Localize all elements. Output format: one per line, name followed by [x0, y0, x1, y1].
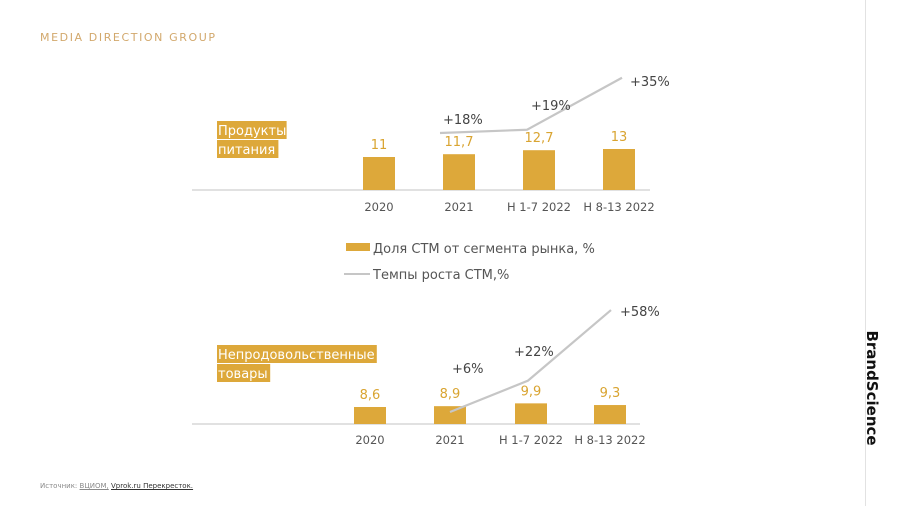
bar [443, 154, 475, 190]
growth-rate-label: +58% [620, 305, 660, 320]
growth-rate-label: +18% [443, 113, 483, 128]
bar [523, 150, 555, 190]
segment-label: Продукты [218, 124, 286, 139]
bar [594, 405, 626, 424]
legend-line-label: Темпы роста СТМ,% [372, 268, 509, 283]
bar-value-label: 12,7 [525, 131, 554, 146]
bar [515, 403, 547, 424]
segment-label: товары [218, 367, 268, 382]
category-tick-label: 2020 [355, 433, 384, 447]
category-tick-label: Н 8-13 2022 [583, 200, 654, 214]
growth-rate-label: +22% [514, 345, 554, 360]
growth-rate-label: +35% [630, 75, 670, 90]
category-tick-label: 2021 [444, 200, 473, 214]
bar [603, 149, 635, 190]
brand-header: MEDIA DIRECTION GROUP [40, 31, 217, 44]
source-prefix: Источник: [40, 482, 78, 490]
side-divider [865, 0, 866, 506]
growth-line [449, 309, 612, 414]
category-tick-label: 2021 [435, 433, 464, 447]
source-link-vciom[interactable]: ВЦИОМ, [79, 482, 109, 490]
segment-label: питания [218, 143, 275, 158]
growth-line [439, 76, 623, 135]
bar [354, 407, 386, 424]
category-tick-label: 2020 [364, 200, 393, 214]
bar-value-label: 11 [371, 138, 388, 153]
bar-value-label: 8,6 [360, 388, 381, 403]
bar-value-label: 9,9 [521, 384, 542, 399]
legend: Доля СТМ от сегмента рынка, % Темпы рост… [344, 242, 595, 283]
source-note: Источник: ВЦИОМ, Vprok.ru Перекресток. [40, 482, 193, 490]
bar-value-label: 8,9 [440, 387, 461, 402]
category-tick-label: Н 1-7 2022 [507, 200, 571, 214]
segment-label: Непродовольственные [218, 348, 375, 363]
growth-rate-label: +19% [531, 99, 571, 114]
bar [434, 406, 466, 424]
source-link-vprok[interactable]: Vprok.ru Перекресток. [111, 482, 194, 490]
segment-label-bg [217, 345, 377, 363]
legend-bar-swatch [346, 243, 370, 251]
segment-label-bg [217, 140, 279, 158]
segment-label-bg [217, 364, 271, 382]
category-tick-label: Н 1-7 2022 [499, 433, 563, 447]
category-tick-label: Н 8-13 2022 [574, 433, 645, 447]
bar [363, 157, 395, 190]
segment-label-bg [217, 121, 287, 139]
bar-value-label: 9,3 [600, 386, 621, 401]
bar-value-label: 11,7 [445, 135, 474, 150]
growth-rate-label: +6% [452, 362, 484, 377]
bar-value-label: 13 [611, 130, 628, 145]
legend-bar-label: Доля СТМ от сегмента рынка, % [373, 242, 595, 257]
